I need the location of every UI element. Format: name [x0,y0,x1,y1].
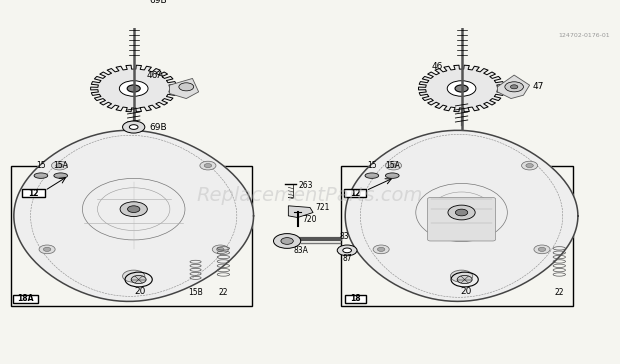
FancyBboxPatch shape [345,294,366,303]
Circle shape [131,276,146,284]
Polygon shape [345,130,578,301]
Text: 46: 46 [432,62,443,71]
Circle shape [123,121,145,133]
Circle shape [273,234,301,248]
Ellipse shape [365,173,379,178]
Circle shape [337,245,357,256]
Ellipse shape [54,173,68,178]
Text: 20: 20 [134,287,146,296]
Polygon shape [14,130,254,301]
Circle shape [130,0,138,4]
Text: 12: 12 [29,189,38,198]
Circle shape [343,248,352,253]
Circle shape [123,270,145,282]
Text: 20: 20 [460,287,472,296]
Ellipse shape [34,173,48,178]
Text: 87: 87 [342,254,352,263]
Circle shape [130,125,138,129]
Circle shape [179,83,193,91]
Text: 720: 720 [303,215,317,224]
Polygon shape [170,79,198,99]
Circle shape [450,270,472,282]
Text: 12: 12 [350,189,360,198]
Text: 47: 47 [533,82,544,91]
Ellipse shape [386,173,399,178]
Circle shape [538,248,546,252]
Polygon shape [418,65,505,112]
Text: 18: 18 [350,294,361,303]
Circle shape [281,238,293,244]
Circle shape [200,161,216,170]
Text: 15A: 15A [385,161,400,170]
Circle shape [216,248,224,252]
FancyBboxPatch shape [22,189,45,197]
Text: 46A: 46A [146,71,164,80]
Circle shape [526,163,533,167]
Text: 18A: 18A [17,294,33,303]
Circle shape [119,81,148,96]
Text: 15B: 15B [188,288,203,297]
Circle shape [56,163,63,167]
Circle shape [128,206,140,213]
Text: 15: 15 [367,161,377,170]
Circle shape [212,245,228,254]
FancyBboxPatch shape [13,294,38,303]
FancyBboxPatch shape [344,189,366,197]
Text: 22: 22 [219,288,228,297]
Polygon shape [497,75,529,99]
Circle shape [510,85,518,89]
Text: 83: 83 [340,233,349,241]
Circle shape [455,85,468,92]
Circle shape [123,0,145,7]
Text: 124702-0176-01: 124702-0176-01 [559,33,610,38]
Text: 263: 263 [299,181,313,190]
FancyBboxPatch shape [428,197,495,241]
Circle shape [373,245,389,254]
Circle shape [43,248,51,252]
Circle shape [505,82,523,92]
Circle shape [534,245,550,254]
Text: 69B: 69B [149,0,167,5]
Circle shape [447,81,476,96]
Text: 15: 15 [36,161,46,170]
Polygon shape [288,206,313,218]
Circle shape [51,161,68,170]
Text: ReplacementParts.com: ReplacementParts.com [197,186,423,205]
Circle shape [127,85,140,92]
Circle shape [378,248,385,252]
Circle shape [120,202,148,217]
Polygon shape [91,65,177,112]
Text: 721: 721 [315,203,329,212]
Text: 22: 22 [554,288,564,297]
Circle shape [448,205,475,220]
Circle shape [204,163,211,167]
Text: 83A: 83A [293,246,308,255]
Circle shape [455,209,467,216]
Text: 15A: 15A [53,161,68,170]
Text: 69B: 69B [149,123,167,131]
Circle shape [39,245,55,254]
Circle shape [457,276,472,284]
Circle shape [521,161,538,170]
Circle shape [390,163,397,167]
Circle shape [386,161,402,170]
